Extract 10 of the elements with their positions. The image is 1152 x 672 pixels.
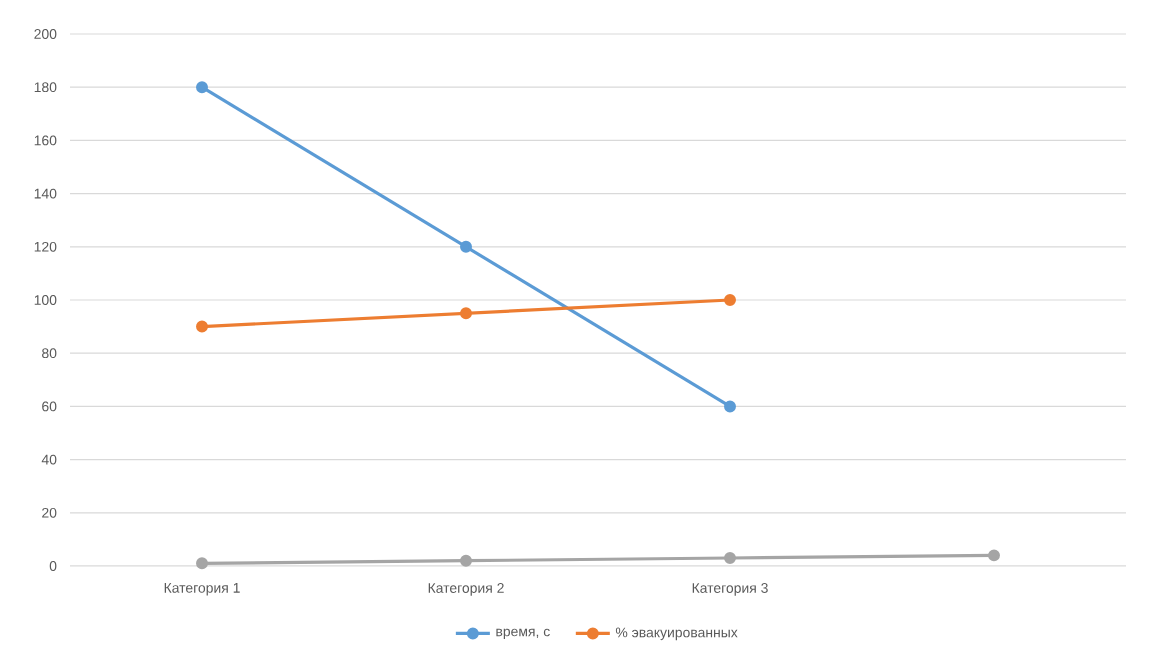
point xyxy=(460,554,472,567)
point xyxy=(724,294,736,306)
point xyxy=(988,549,1000,562)
point xyxy=(724,400,736,413)
point xyxy=(460,307,472,320)
point xyxy=(460,240,472,253)
point xyxy=(724,552,736,564)
point xyxy=(196,557,208,570)
point xyxy=(196,81,208,94)
point xyxy=(196,320,208,333)
